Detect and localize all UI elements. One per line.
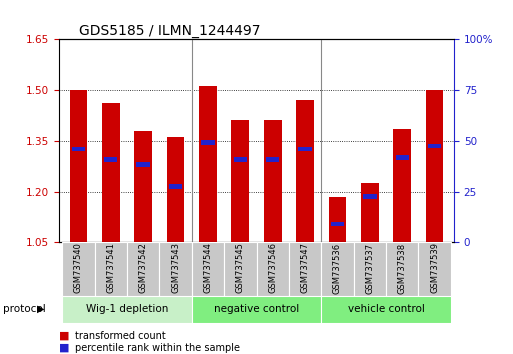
Bar (233, 157, 247, 161)
Bar (289, 242, 321, 296)
Text: GSM737537: GSM737537 (365, 242, 374, 293)
Bar (70, 90, 87, 242)
Bar (134, 131, 152, 242)
Text: GSM737545: GSM737545 (236, 242, 245, 293)
Bar (62, 242, 94, 296)
Bar (167, 137, 185, 242)
Bar (386, 242, 419, 296)
Text: GSM737541: GSM737541 (106, 242, 115, 293)
Bar (321, 242, 353, 296)
Bar (102, 103, 120, 242)
Text: ■: ■ (59, 331, 69, 341)
Bar (192, 242, 224, 296)
Bar (266, 157, 280, 161)
Text: GSM737543: GSM737543 (171, 242, 180, 293)
Bar (192, 296, 321, 323)
Bar (299, 147, 312, 152)
Bar (328, 197, 346, 242)
Text: GSM737544: GSM737544 (204, 242, 212, 293)
Bar (396, 155, 409, 160)
Bar (419, 242, 451, 296)
Bar (264, 120, 282, 242)
Text: Wig-1 depletion: Wig-1 depletion (86, 304, 168, 314)
Text: GSM737540: GSM737540 (74, 242, 83, 293)
Bar (428, 144, 441, 148)
Bar (353, 242, 386, 296)
Text: ▶: ▶ (37, 304, 45, 314)
Bar (94, 242, 127, 296)
Text: GSM737536: GSM737536 (333, 242, 342, 293)
Bar (169, 184, 182, 189)
Bar (256, 242, 289, 296)
Bar (321, 296, 451, 323)
Bar (331, 222, 344, 226)
Bar (363, 194, 377, 199)
Bar (127, 242, 160, 296)
Bar (296, 100, 314, 242)
Bar (201, 140, 214, 145)
Bar (136, 162, 150, 167)
Bar (160, 242, 192, 296)
Text: vehicle control: vehicle control (348, 304, 424, 314)
Text: GSM737538: GSM737538 (398, 242, 407, 293)
Text: protocol: protocol (3, 304, 45, 314)
Bar (231, 120, 249, 242)
Bar (224, 242, 256, 296)
Text: percentile rank within the sample: percentile rank within the sample (75, 343, 241, 353)
Bar (62, 296, 192, 323)
Bar (104, 157, 117, 161)
Text: ■: ■ (59, 343, 69, 353)
Bar (72, 147, 85, 152)
Bar (361, 183, 379, 242)
Text: GSM737542: GSM737542 (139, 242, 148, 293)
Text: GDS5185 / ILMN_1244497: GDS5185 / ILMN_1244497 (79, 24, 260, 38)
Text: negative control: negative control (214, 304, 299, 314)
Text: GSM737539: GSM737539 (430, 242, 439, 293)
Text: GSM737547: GSM737547 (301, 242, 309, 293)
Text: GSM737546: GSM737546 (268, 242, 277, 293)
Bar (393, 129, 411, 242)
Text: transformed count: transformed count (75, 331, 166, 341)
Bar (426, 90, 443, 242)
Bar (199, 86, 217, 242)
